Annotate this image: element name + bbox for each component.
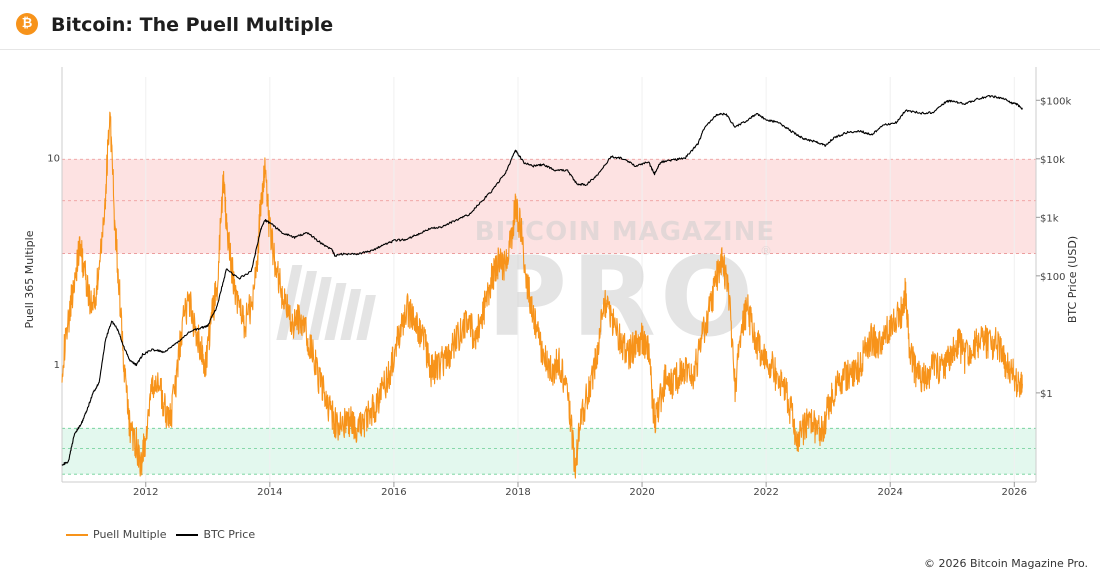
watermark-stripe [276,265,303,340]
watermark-reg: ® [760,244,772,258]
legend-label-puell: Puell Multiple [93,528,167,541]
y-left-tick-label-10: 10 [47,153,60,164]
series-line-btc-price [61,94,1023,466]
x-tick-label-2016: 2016 [381,487,406,498]
legend-swatch-puell [66,533,88,536]
y-left-tick-label-1: 1 [54,360,60,371]
x-tick-label-2020: 2020 [629,487,654,498]
page-title: Bitcoin: The Puell Multiple [51,14,334,36]
legend-item-btc[interactable]: BTC Price [176,528,255,541]
x-tick-label-2022: 2022 [753,487,778,498]
y-right-tick-label-$10k: $10k [1040,155,1065,166]
series-line-puell-multiple [61,111,1023,479]
copyright-text: © 2026 Bitcoin Magazine Pro. [924,557,1088,570]
y-right-tick-label-$1: $1 [1040,389,1053,400]
x-tick-label-2012: 2012 [133,487,158,498]
page-header: ₿ Bitcoin: The Puell Multiple [0,0,1100,50]
x-tick-label-2018: 2018 [505,487,530,498]
x-tick-label-2014: 2014 [257,487,282,498]
watermark-line1: BITCOIN MAGAZINE [475,217,775,247]
chart-legend: Puell Multiple BTC Price [66,528,265,541]
y-right-tick-label-$100: $100 [1040,272,1065,283]
chart-area[interactable]: BITCOIN MAGAZINE PRO ® 2012 2014 2016 2018 2020… [0,50,1100,550]
y-right-axis-title: BTC Price (USD) [1066,236,1079,323]
bitcoin-logo-icon: ₿ [16,13,38,35]
watermark-stripe [340,289,362,340]
legend-item-puell[interactable]: Puell Multiple [66,528,166,541]
y-right-tick-label-$100k: $100k [1040,96,1071,107]
watermark-stripe [308,277,332,340]
band-top [62,159,1036,254]
legend-swatch-btc [176,533,199,536]
y-left-axis-title: Puell 365 Multiple [23,230,36,328]
watermark-stripe [324,283,347,340]
x-tick-label-2026: 2026 [1002,487,1027,498]
x-tick-label-2024: 2024 [877,487,902,498]
y-right-tick-label-$1k: $1k [1040,213,1059,224]
watermark-stripe [356,295,376,340]
band-bottom [62,428,1036,475]
legend-label-btc: BTC Price [203,528,256,541]
